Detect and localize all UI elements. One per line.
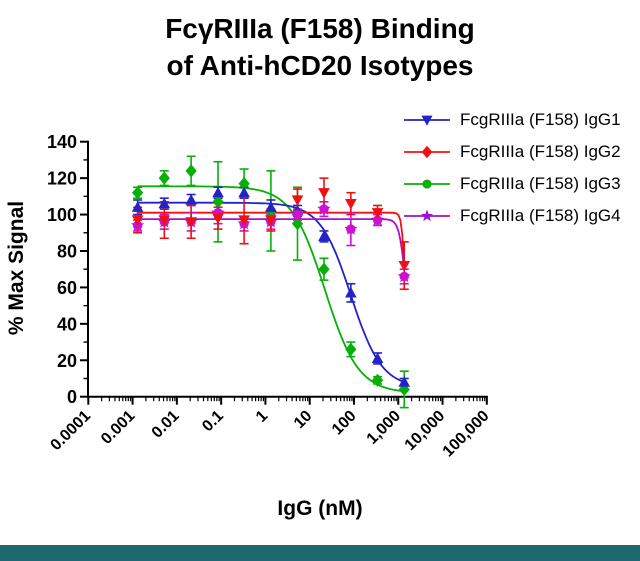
chart-title-line1: FcγRIIIa (F158) Binding (165, 13, 475, 44)
x-tick-label: 0.001 (98, 407, 138, 447)
y-tick-label: 40 (57, 314, 77, 334)
y-tick-label: 20 (57, 351, 77, 371)
x-tick-label: 0.0001 (48, 407, 95, 454)
x-tick-label: 1 (253, 407, 271, 425)
y-tick-label: 120 (47, 169, 77, 189)
series-igg3 (132, 164, 410, 397)
y-axis-ticks: 0 20 40 60 80 100 120 140 (47, 132, 88, 407)
diamond-icon (404, 145, 450, 159)
chart-title-line2: of Anti-hCD20 Isotypes (166, 50, 474, 81)
star-icon (404, 209, 450, 222)
x-tick-label: 0.1 (199, 407, 227, 435)
legend-label: FcgRIIIa (F158) IgG4 (460, 206, 621, 225)
triangle-down-icon (404, 115, 450, 126)
series-igg2 (131, 188, 411, 272)
series-igg1 (131, 186, 411, 387)
legend-item-igg2: FcgRIIIa (F158) IgG2 (403, 136, 621, 168)
y-tick-label: 100 (47, 205, 77, 225)
legend-label: FcgRIIIa (F158) IgG3 (460, 174, 621, 193)
y-tick-label: 0 (67, 387, 77, 407)
legend-label: FcgRIIIa (F158) IgG2 (460, 142, 621, 161)
legend-item-igg3: FcgRIIIa (F158) IgG3 (403, 168, 621, 200)
plot-legend: FcgRIIIa (F158) IgG1 FcgRIIIa (F158) IgG2… (403, 104, 621, 232)
x-axis-title: IgG (nM) (277, 497, 363, 520)
y-tick-label: 140 (47, 132, 77, 152)
legend-item-igg4: FcgRIIIa (F158) IgG4 (403, 200, 621, 232)
legend-item-igg1: FcgRIIIa (F158) IgG1 (403, 104, 621, 136)
x-axis-ticks: 0.0001 0.001 0.01 0.1 1 10 100 1,00010,000100,0… (48, 396, 493, 460)
y-tick-label: 60 (57, 278, 77, 298)
chart-title: FcγRIIIa (F158) Binding of Anti-hCD20 Is… (0, 10, 640, 84)
y-axis-title: % Max Signal (5, 200, 28, 336)
x-tick-label: 0.01 (149, 407, 183, 441)
x-tick-label: 1,000 (364, 407, 404, 447)
legend-label: FcgRIIIa (F158) IgG1 (460, 110, 621, 129)
circle-icon (404, 179, 450, 189)
error-bars-igg3 (133, 155, 409, 409)
x-tick-label: 100 (329, 407, 360, 438)
window-edge-bar (0, 545, 640, 561)
x-tick-label: 10 (291, 407, 316, 432)
x-tick-label: 100,000 (440, 407, 493, 460)
y-tick-label: 80 (57, 241, 77, 261)
